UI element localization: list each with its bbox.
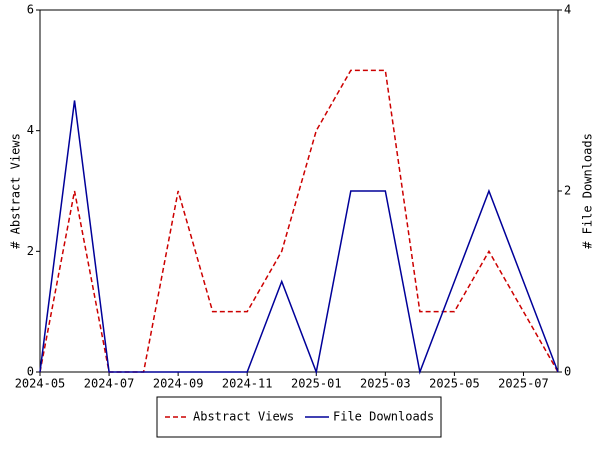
x-tick-label: 2024-11	[222, 377, 273, 391]
legend-label: File Downloads	[333, 410, 434, 424]
y-tick-label: 6	[27, 3, 34, 17]
plot-frame	[39, 9, 559, 373]
x-tick-label: 2025-03	[360, 377, 411, 391]
x-tick-label: 2024-05	[15, 377, 66, 391]
y-tick-label: 2	[27, 244, 34, 258]
series-line	[39, 100, 559, 375]
y2-tick-label: 2	[564, 184, 571, 198]
y2-axis-label: # File Downloads	[581, 133, 595, 249]
y-tick-label: 4	[27, 123, 34, 137]
x-tick-label: 2024-09	[153, 377, 204, 391]
legend-box	[156, 396, 442, 438]
x-tick-label: 2024-07	[84, 377, 135, 391]
y2-tick-label: 4	[564, 3, 571, 17]
y-axis-label: # Abstract Views	[9, 133, 23, 249]
legend-label: Abstract Views	[193, 410, 294, 424]
y2-tick-label: 0	[564, 365, 571, 379]
y-tick-label: 0	[27, 365, 34, 379]
x-tick-label: 2025-05	[429, 377, 480, 391]
x-tick-label: 2025-07	[498, 377, 549, 391]
x-tick-label: 2025-01	[291, 377, 342, 391]
